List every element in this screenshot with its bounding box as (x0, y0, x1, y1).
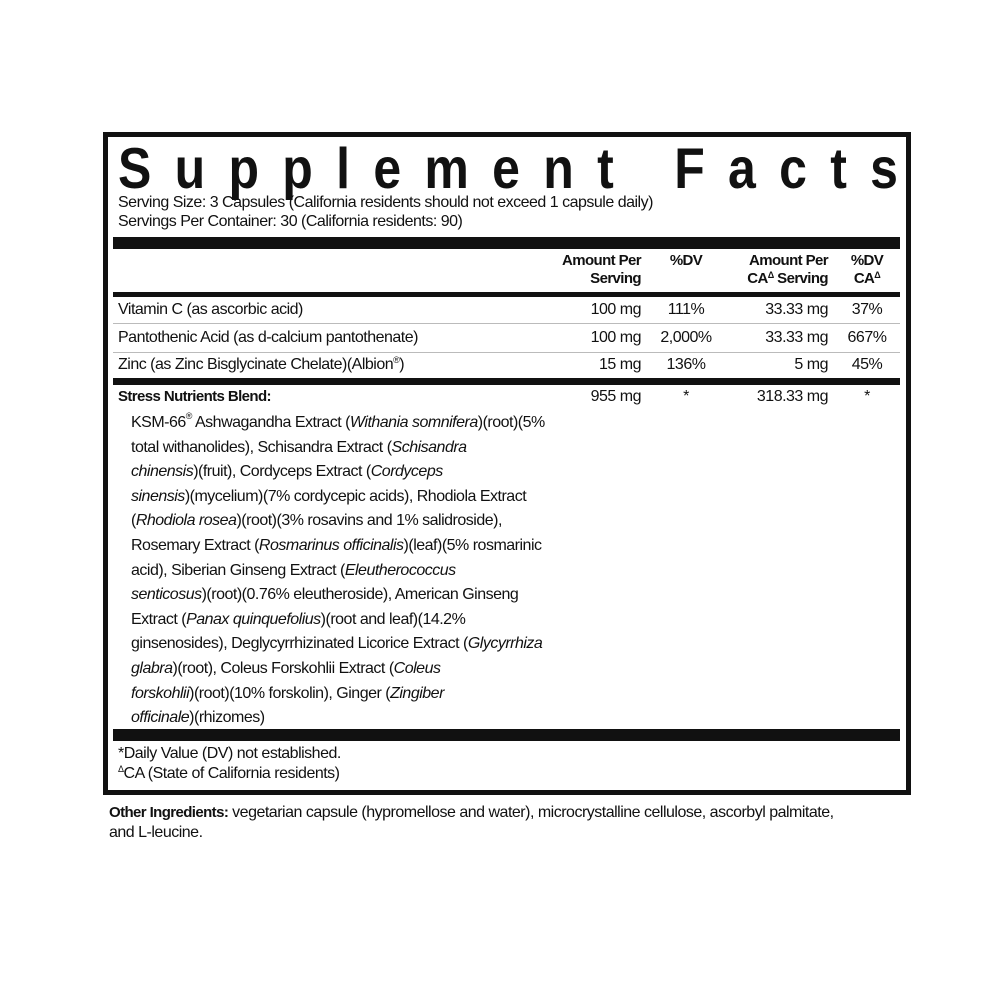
blend-line: Extract (Panax quinquefolius)(root and l… (131, 610, 466, 628)
footnote-dv: *Daily Value (DV) not established. (118, 745, 341, 762)
blend-line: senticosus)(root)(0.76% eleutheroside), … (131, 586, 519, 604)
medium-divider (113, 292, 900, 297)
blend-line: Rosemary Extract (Rosmarinus officinalis… (131, 536, 542, 554)
title-letter: n (543, 136, 574, 201)
title-letter: t (597, 136, 614, 201)
blend-ca-amount: 318.33 mg (756, 388, 829, 405)
supplement-facts-panel (103, 132, 911, 795)
title-letter: e (373, 136, 402, 201)
blend-line: sinensis)(mycelium)(7% cordycepic acids)… (131, 487, 527, 505)
nutrient-dv: 2,000% (660, 329, 712, 346)
blend-line: glabra)(root), Coleus Forskohlii Extract… (131, 659, 441, 677)
blend-ingredients: KSM-66® Ashwagandha Extract (Withania so… (131, 411, 545, 731)
blend-line: (Rhodiola rosea)(root)(3% rosavins and 1… (131, 512, 502, 530)
nutrient-ca-dv: 667% (847, 329, 887, 346)
servings-per-container: Servings Per Container: 30 (California r… (118, 213, 463, 230)
blend-line: ginsenosides), Deglycyrrhizinated Licori… (131, 635, 543, 653)
title-letter: t (830, 136, 847, 201)
other-ingredients: Other Ingredients: vegetarian capsule (h… (109, 804, 834, 821)
blend-line: chinensis)(fruit), Cordyceps Extract (Co… (131, 463, 443, 481)
blend-amount: 955 mg (590, 388, 642, 405)
nutrient-dv: 136% (666, 356, 706, 373)
col-dv: %DV (669, 252, 703, 269)
nutrient-ca-amount: 5 mg (794, 356, 828, 373)
blend-line: KSM-66® Ashwagandha Extract (Withania so… (131, 411, 545, 431)
nutrient-amount: 100 mg (590, 301, 642, 318)
col-ca-amount: Amount Per CAΔ Serving (747, 252, 828, 287)
title-letter: a (728, 136, 756, 201)
footnote-ca: ΔCA (State of California residents) (118, 764, 340, 782)
nutrient-dv: 111% (667, 301, 705, 318)
blend-ca-dv: * (864, 388, 870, 405)
thick-divider (113, 237, 900, 249)
nutrient-ca-amount: 33.33 mg (765, 301, 828, 318)
row-divider (113, 352, 900, 353)
blend-name: Stress Nutrients Blend: (118, 388, 272, 405)
nutrient-amount: 15 mg (599, 356, 641, 373)
col-ca-dv: %DV CAΔ (850, 252, 884, 287)
title-letter: c (779, 136, 807, 201)
title-letter: u (174, 136, 206, 201)
nutrient-amount: 100 mg (590, 329, 642, 346)
title-letter: e (492, 136, 520, 201)
serving-size: Serving Size: 3 Capsules (California res… (118, 194, 653, 211)
title-letter: S (118, 136, 152, 201)
thick-divider (113, 729, 900, 741)
blend-line: acid), Siberian Ginseng Extract (Eleuthe… (131, 561, 456, 579)
nutrient-name: Vitamin C (as ascorbic acid) (118, 301, 303, 318)
row-divider (113, 323, 900, 324)
blend-line: total withanolides), Schisandra Extract … (131, 438, 467, 456)
title-letter: p (282, 136, 313, 201)
nutrient-ca-dv: 37% (851, 301, 883, 318)
other-ingredients-cont: and L-leucine. (109, 824, 203, 841)
title-letter: p (228, 136, 260, 201)
nutrient-ca-dv: 45% (851, 356, 883, 373)
nutrient-name: Zinc (as Zinc Bisglycinate Chelate)(Albi… (118, 355, 405, 373)
title-letter: s (870, 136, 898, 201)
blend-dv: * (683, 388, 689, 405)
title-letter: m (424, 136, 469, 201)
title-letter: F (674, 136, 705, 201)
blend-line: forskohlii)(root)(10% forskolin), Ginger… (131, 684, 444, 702)
nutrient-ca-amount: 33.33 mg (765, 329, 828, 346)
thick-divider (113, 378, 900, 385)
col-amount-per-serving: Amount Per Serving (561, 252, 642, 287)
title-letter: l (336, 136, 351, 201)
nutrient-name: Pantothenic Acid (as d-calcium pantothen… (118, 329, 418, 346)
blend-line: officinale)(rhizomes) (131, 709, 265, 727)
